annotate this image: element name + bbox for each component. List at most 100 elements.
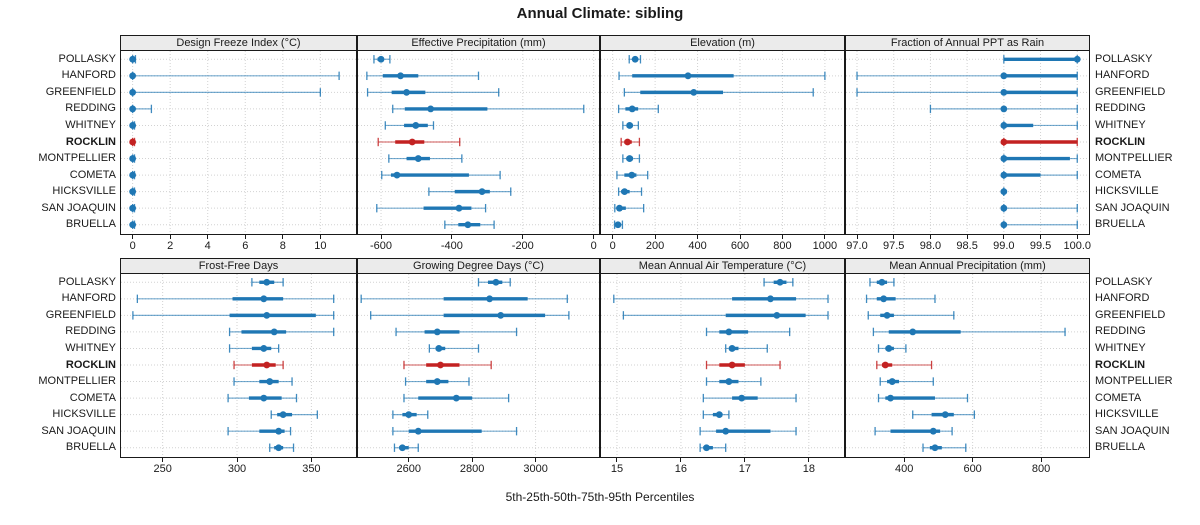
- percentile-row-highlight: [129, 137, 137, 147]
- median-dot: [393, 171, 401, 179]
- median-dot: [776, 278, 784, 286]
- median-dot: [909, 328, 917, 336]
- percentile-row-site: [227, 426, 292, 436]
- site-label: WHITNEY: [65, 118, 116, 131]
- percentile-row-site: [1000, 187, 1008, 196]
- site-label: COMETA: [69, 168, 116, 181]
- median-dot: [263, 311, 271, 319]
- percentile-row-site: [865, 294, 936, 304]
- percentile-row-site: [912, 410, 975, 419]
- site-label: REDDING: [1095, 325, 1146, 338]
- median-dot: [427, 105, 435, 113]
- median-dot: [398, 444, 406, 452]
- site-label: HICKSVILLE: [1095, 408, 1159, 421]
- median-dot: [275, 427, 283, 435]
- median-dot: [478, 188, 486, 196]
- site-label: WHITNEY: [65, 341, 116, 354]
- percentile-row-site: [129, 104, 153, 114]
- percentile-row-site: [228, 327, 335, 337]
- panel-axis: 400 600 800: [845, 458, 1090, 480]
- axis-tick-label: -400: [440, 240, 463, 252]
- percentile-row-site: [622, 154, 641, 163]
- percentile-row-site: [1000, 220, 1078, 229]
- median-dot: [738, 394, 746, 402]
- percentile-row-site: [877, 393, 969, 403]
- axis-tick: [236, 458, 238, 462]
- percentile-row-site: [628, 55, 642, 64]
- site-labels-right: POLLASKY HANFORD GREENFIELD REDDING WHITNEY R…: [1095, 51, 1199, 233]
- axis-tick: [471, 458, 473, 462]
- site-label: POLLASKY: [1095, 275, 1153, 288]
- panel-axis: 15 16 17 18: [600, 458, 845, 480]
- median-dot: [621, 188, 628, 196]
- percentile-row-site: [269, 443, 295, 452]
- median-dot: [129, 138, 137, 146]
- axis-tick: [808, 458, 810, 462]
- panel-plot: [120, 274, 357, 458]
- panel-axis: -600 -400 -200 0: [357, 235, 600, 257]
- axis-tick-label: 3000: [523, 463, 548, 475]
- percentile-row-site: [705, 377, 762, 386]
- axis-tick: [1076, 235, 1078, 239]
- median-dot: [129, 204, 137, 212]
- site-label: HANFORD: [1095, 69, 1150, 82]
- median-dot: [628, 105, 636, 113]
- median-dot: [1000, 72, 1008, 80]
- median-dot: [275, 444, 283, 452]
- panel-5: Growing Degree Days (°C) 2600 2800 3000: [357, 258, 600, 480]
- site-label: COMETA: [69, 391, 116, 404]
- axis-tick-label: 2600: [396, 463, 421, 475]
- median-dot: [626, 122, 634, 129]
- panel-6: Mean Annual Air Temperature (°C) 15 16 17 18: [600, 258, 845, 480]
- median-dot: [715, 411, 723, 419]
- percentile-row-site: [373, 55, 391, 64]
- panel-header: Mean Annual Precipitation (mm): [845, 258, 1090, 274]
- axis-tick: [903, 458, 905, 462]
- axis-tick: [535, 458, 537, 462]
- axis-tick: [132, 235, 134, 239]
- percentile-row-site: [129, 220, 137, 229]
- percentile-row-site: [725, 344, 768, 353]
- median-dot: [883, 311, 891, 319]
- median-dot: [433, 378, 441, 385]
- percentile-row-site: [403, 393, 510, 403]
- median-dot: [1073, 55, 1081, 63]
- median-dot: [1000, 171, 1008, 179]
- axis-tick-label: 800: [1031, 463, 1051, 475]
- panel-plot: [357, 51, 600, 235]
- axis-tick-label: 800: [773, 240, 792, 252]
- median-dot: [929, 427, 937, 435]
- axis-tick: [612, 235, 614, 239]
- percentile-row-site: [879, 377, 934, 386]
- median-dot: [403, 88, 410, 96]
- site-labels-left: POLLASKY HANFORD GREENFIELD REDDING WHITNEY R…: [4, 51, 116, 233]
- axis-tick: [893, 235, 895, 239]
- median-dot: [628, 171, 636, 179]
- axis-tick: [593, 235, 595, 239]
- percentile-row-site: [251, 278, 284, 287]
- percentile-row-site: [129, 187, 137, 196]
- axis-tick-label: 600: [730, 240, 750, 252]
- median-dot: [435, 345, 443, 352]
- site-label: SAN JOAQUIN: [1095, 424, 1170, 437]
- panel-header: Elevation (m): [600, 35, 845, 51]
- panel-plot: [357, 274, 600, 458]
- percentile-row-site: [129, 121, 137, 130]
- percentile-row-highlight: [1000, 137, 1078, 147]
- percentile-row-highlight: [876, 360, 933, 370]
- median-dot: [486, 295, 493, 303]
- axis-tick-label: 99.0: [993, 240, 1015, 252]
- axis-tick-label: -200: [511, 240, 534, 252]
- median-dot: [887, 394, 894, 402]
- axis-tick-label: 18: [802, 463, 815, 475]
- axis-tick: [680, 458, 682, 462]
- percentile-row-site: [404, 377, 470, 386]
- percentile-row-site: [869, 278, 895, 287]
- axis-tick-label: 0: [590, 240, 597, 252]
- percentile-row-site: [228, 344, 280, 353]
- percentile-row-site: [856, 71, 1078, 81]
- axis-tick: [244, 235, 246, 239]
- site-label: POLLASKY: [1095, 52, 1153, 65]
- median-dot: [880, 295, 888, 303]
- percentile-row-site: [477, 278, 511, 287]
